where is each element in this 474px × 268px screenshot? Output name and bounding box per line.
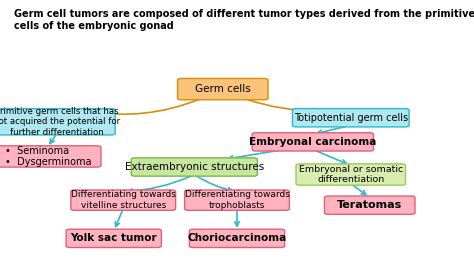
Text: Embryonal carcinoma: Embryonal carcinoma (249, 137, 376, 147)
FancyBboxPatch shape (324, 196, 415, 214)
FancyBboxPatch shape (66, 229, 161, 248)
FancyBboxPatch shape (189, 229, 284, 248)
Text: Totipotential germ cells: Totipotential germ cells (294, 113, 408, 123)
FancyBboxPatch shape (0, 146, 101, 167)
FancyBboxPatch shape (292, 109, 409, 127)
Text: Germ cell tumors are composed of different tumor types derived from the primitiv: Germ cell tumors are composed of differe… (14, 9, 474, 31)
Text: Embryonal or somatic
differentiation: Embryonal or somatic differentiation (299, 165, 403, 184)
Text: Choriocarcinoma: Choriocarcinoma (187, 233, 287, 243)
Text: Differentiating towards
vitelline structures: Differentiating towards vitelline struct… (71, 191, 176, 210)
Text: Teratomas: Teratomas (337, 200, 402, 210)
Text: Yolk sac tumor: Yolk sac tumor (71, 233, 157, 243)
Text: Differentiating towards
trophoblasts: Differentiating towards trophoblasts (184, 191, 290, 210)
FancyBboxPatch shape (177, 79, 268, 100)
Text: Germ cells: Germ cells (195, 84, 251, 94)
FancyBboxPatch shape (0, 109, 115, 135)
Text: Primitive germ cells that has
not acquired the potential for
further differentia: Primitive germ cells that has not acquir… (0, 107, 120, 137)
FancyBboxPatch shape (131, 158, 257, 176)
FancyBboxPatch shape (71, 190, 175, 210)
FancyBboxPatch shape (185, 190, 289, 210)
FancyBboxPatch shape (252, 133, 374, 151)
FancyBboxPatch shape (296, 164, 405, 185)
Text: Extraembryonic structures: Extraembryonic structures (125, 162, 264, 172)
Text: •  Seminoma
•  Dysgerminoma: • Seminoma • Dysgerminoma (5, 146, 91, 167)
